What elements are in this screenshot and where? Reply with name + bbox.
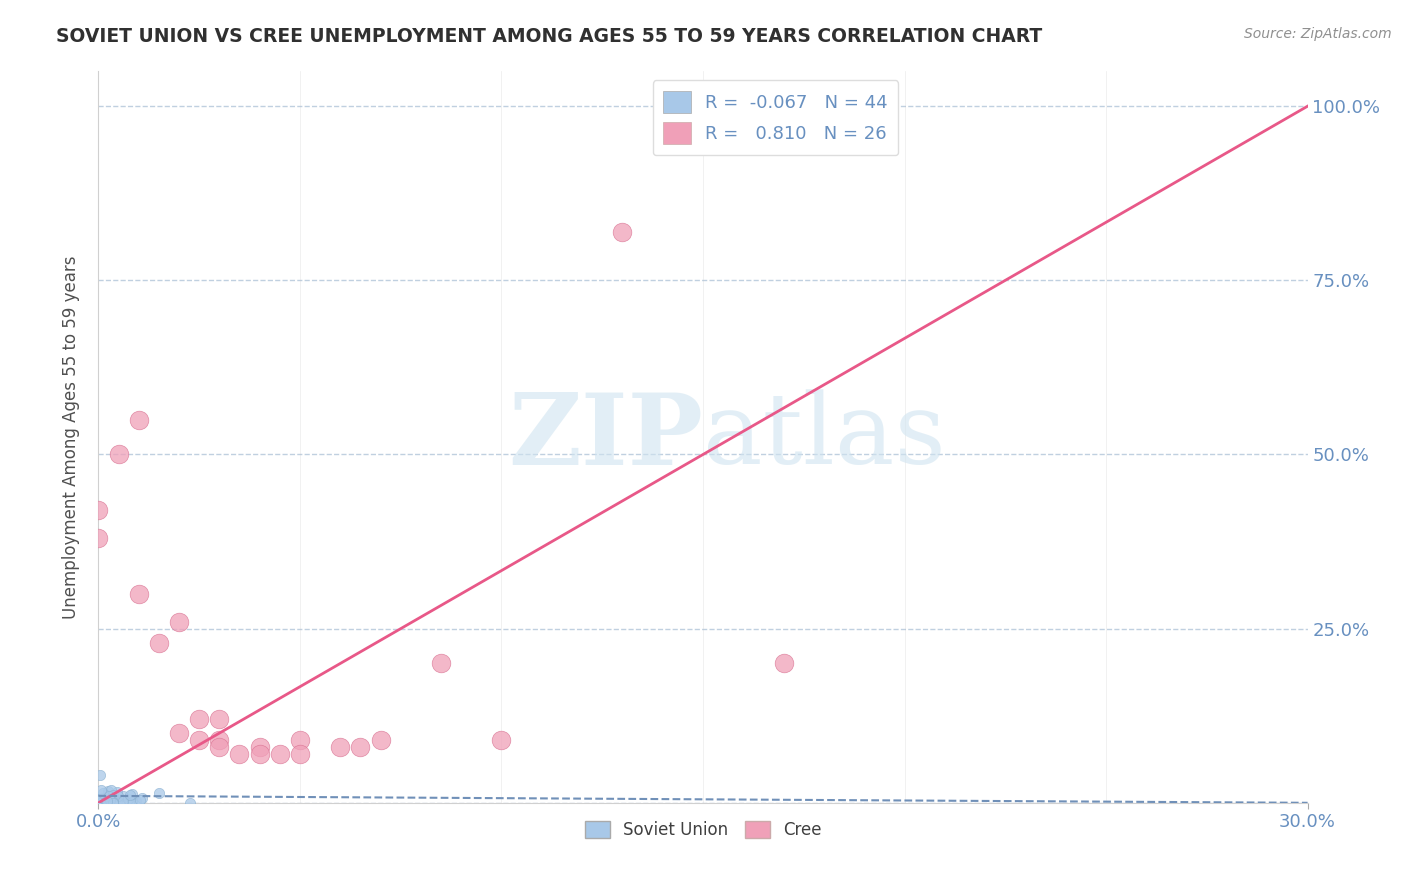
Point	[167, 726, 190, 740]
Point	[108, 796, 131, 810]
Point	[125, 793, 148, 807]
Point	[98, 792, 121, 806]
Point	[89, 768, 111, 782]
Point	[269, 747, 291, 761]
Point	[96, 793, 118, 807]
Point	[112, 793, 135, 807]
Point	[96, 794, 118, 808]
Point	[94, 793, 117, 807]
Point	[87, 503, 110, 517]
Point	[288, 733, 311, 747]
Point	[329, 740, 352, 755]
Point	[96, 794, 118, 808]
Point	[97, 784, 120, 798]
Point	[89, 795, 111, 809]
Point	[128, 587, 150, 601]
Point	[91, 794, 114, 808]
Point	[349, 740, 371, 755]
Point	[288, 747, 311, 761]
Point	[94, 794, 117, 808]
Point	[90, 795, 112, 809]
Text: atlas: atlas	[703, 389, 946, 485]
Point	[107, 789, 129, 803]
Point	[118, 795, 141, 809]
Point	[129, 793, 152, 807]
Point	[89, 791, 111, 805]
Point	[128, 412, 150, 426]
Point	[100, 783, 122, 797]
Point	[208, 733, 231, 747]
Point	[491, 733, 513, 747]
Y-axis label: Unemployment Among Ages 55 to 59 years: Unemployment Among Ages 55 to 59 years	[62, 255, 80, 619]
Point	[121, 788, 143, 802]
Point	[105, 794, 128, 808]
Legend: Soviet Union, Cree: Soviet Union, Cree	[578, 814, 828, 846]
Point	[100, 794, 122, 808]
Point	[612, 225, 634, 239]
Point	[208, 740, 231, 755]
Point	[131, 790, 153, 805]
Point	[188, 712, 211, 726]
Point	[90, 783, 112, 797]
Point	[91, 786, 114, 800]
Point	[772, 657, 794, 671]
Point	[148, 635, 170, 649]
Point	[101, 795, 124, 809]
Point	[121, 795, 143, 809]
Point	[89, 793, 111, 807]
Point	[91, 791, 114, 805]
Point	[370, 733, 392, 747]
Point	[148, 786, 170, 800]
Text: Source: ZipAtlas.com: Source: ZipAtlas.com	[1244, 27, 1392, 41]
Point	[112, 789, 135, 804]
Point	[107, 448, 129, 462]
Point	[188, 733, 211, 747]
Point	[98, 793, 121, 807]
Point	[107, 785, 129, 799]
Point	[430, 657, 453, 671]
Point	[96, 795, 118, 809]
Text: ZIP: ZIP	[508, 389, 703, 485]
Point	[117, 792, 139, 806]
Point	[101, 794, 124, 808]
Point	[121, 795, 143, 809]
Point	[89, 793, 111, 807]
Point	[249, 740, 271, 755]
Point	[97, 789, 120, 804]
Point	[179, 796, 201, 810]
Point	[101, 788, 124, 802]
Point	[87, 531, 110, 545]
Point	[228, 747, 250, 761]
Point	[118, 789, 141, 803]
Point	[101, 796, 124, 810]
Point	[167, 615, 190, 629]
Point	[91, 795, 114, 809]
Point	[208, 712, 231, 726]
Point	[249, 747, 271, 761]
Text: SOVIET UNION VS CREE UNEMPLOYMENT AMONG AGES 55 TO 59 YEARS CORRELATION CHART: SOVIET UNION VS CREE UNEMPLOYMENT AMONG …	[56, 27, 1042, 45]
